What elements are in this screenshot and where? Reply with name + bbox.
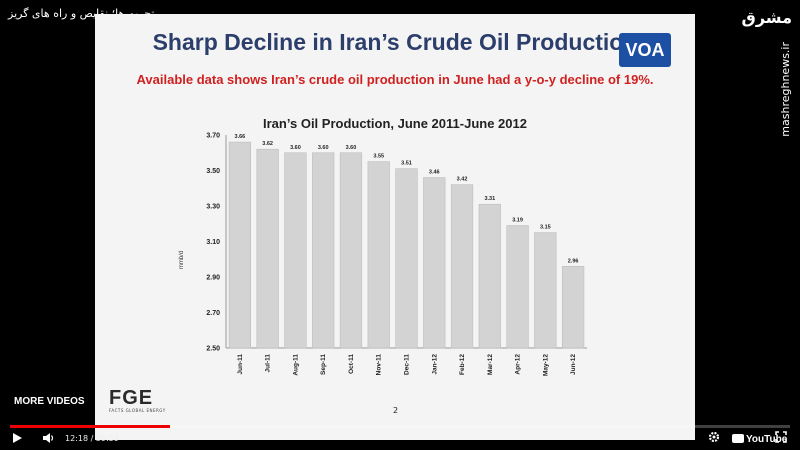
bar [534,232,557,349]
player-controls: 12:18 / 59:59 YouTube [0,430,800,450]
x-tick-label: Jul-11 [265,354,272,373]
bar [395,168,418,349]
x-tick-label: Feb-12 [459,354,466,375]
watermark-site: mashreghnews.ir [779,42,792,137]
slide-page-number: 2 [393,406,399,415]
bar-value-label: 3.66 [235,134,246,140]
youtube-play-icon [732,434,744,443]
bar-value-label: 3.60 [318,145,329,151]
bar-value-label: 3.19 [512,218,523,224]
bar [339,152,363,349]
x-tick-label: Aug-11 [292,354,299,376]
youtube-label: YouTube [746,434,788,445]
more-videos-button[interactable]: MORE VIDEOS [14,396,85,407]
bar [506,225,529,349]
bar-value-label: 3.62 [262,141,273,147]
bar-value-label: 3.60 [290,145,301,151]
volume-icon[interactable] [42,432,55,447]
y-tick-label: 2.50 [206,346,220,353]
bar-value-label: 2.96 [568,258,579,264]
x-tick-label: Sep-11 [320,354,327,375]
x-tick-label: Dec-11 [404,354,411,375]
bar [312,152,335,349]
voa-logo: VOA [619,33,671,67]
y-tick-label: 3.70 [206,133,220,140]
bar-value-label: 3.31 [484,196,495,202]
y-tick-label: 3.30 [206,204,220,211]
x-tick-label: Jun-11 [237,354,244,375]
presentation-slide: Sharp Decline in Iran’s Crude Oil Produc… [95,14,695,440]
bar [284,152,307,349]
play-icon[interactable] [12,432,23,447]
bar [423,177,446,349]
progress-bar[interactable] [10,425,790,428]
bar-value-label: 3.42 [457,177,468,183]
bar [450,184,474,349]
slide-subtitle: Available data shows Iran’s crude oil pr… [136,72,654,87]
time-display: 12:18 / 59:59 [65,434,119,443]
gear-icon[interactable] [708,431,720,446]
bar [367,161,390,349]
x-tick-label: Jan-12 [431,354,438,375]
bar-value-label: 3.46 [429,170,440,176]
youtube-logo[interactable]: YouTube [732,433,787,445]
x-tick-label: Apr-12 [515,354,522,375]
bar [228,141,252,349]
y-axis-label: mmb/d [179,251,185,269]
fge-logo: FGE FACTS GLOBAL ENERGY [109,388,179,418]
bar-value-label: 3.51 [401,161,412,167]
bar-value-label: 3.55 [373,154,384,160]
bar [478,203,501,349]
y-tick-label: 3.10 [206,239,220,246]
x-tick-label: Oct-11 [348,354,355,374]
x-tick-label: May-12 [542,354,549,376]
chart-title: Iran’s Oil Production, June 2011-June 20… [263,116,527,131]
y-tick-label: 3.50 [206,168,220,175]
progress-played [10,425,170,428]
fullscreen-icon[interactable] [775,431,787,446]
bar-value-label: 3.60 [346,145,357,151]
oil-production-chart: Iran’s Oil Production, June 2011-June 20… [179,116,587,376]
x-tick-label: Mar-12 [487,354,494,375]
slide-title: Sharp Decline in Iran’s Crude Oil Produc… [152,29,638,55]
bar [256,148,279,349]
x-tick-label: Nov-11 [376,354,383,376]
x-tick-label: Jun-12 [570,354,577,375]
fge-logo-text: FGE [109,387,154,409]
fge-logo-subtext: FACTS GLOBAL ENERGY [109,408,166,413]
y-tick-label: 2.70 [206,310,220,317]
mashregh-logo: مشرق [741,8,792,27]
bar-value-label: 3.15 [540,225,551,231]
bar [561,266,585,349]
y-tick-label: 2.90 [206,275,220,282]
